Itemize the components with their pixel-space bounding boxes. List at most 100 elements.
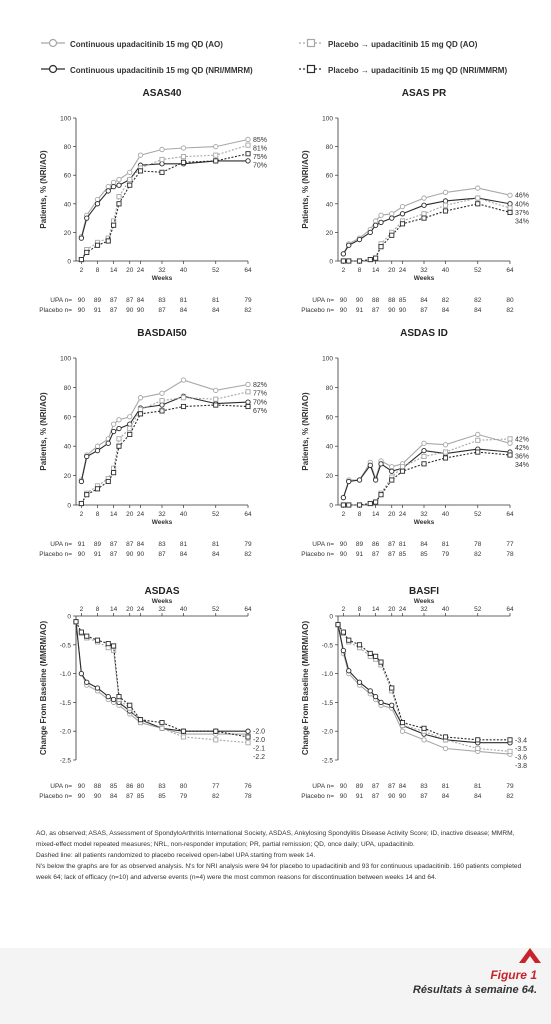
data-point xyxy=(507,436,513,442)
data-point xyxy=(137,411,144,417)
end-value-label: 82% xyxy=(253,382,267,389)
n-value: 91 xyxy=(78,541,86,548)
y-tick-label: -1.5 xyxy=(60,700,72,707)
x-tick-label: 32 xyxy=(420,267,428,274)
n-value: 87 xyxy=(158,307,166,314)
y-tick-label: 40 xyxy=(326,444,334,451)
data-point xyxy=(340,502,346,508)
data-point xyxy=(340,258,346,264)
end-value-label: 34% xyxy=(515,462,529,469)
n-value: 86 xyxy=(126,783,134,790)
data-point xyxy=(245,734,251,740)
n-value: 87 xyxy=(372,551,380,558)
data-point xyxy=(245,136,251,143)
chart-title: BASDAI50 xyxy=(137,328,187,339)
data-point xyxy=(159,156,165,163)
x-tick-label: 64 xyxy=(506,511,514,518)
y-tick-label: 40 xyxy=(64,444,72,451)
data-point xyxy=(137,168,144,174)
data-point xyxy=(111,222,117,228)
data-point xyxy=(245,740,251,746)
data-point xyxy=(389,211,395,217)
x-tick-label: 64 xyxy=(244,511,252,518)
n-row-label: UPA n= xyxy=(50,783,72,790)
y-tick-label: -0.5 xyxy=(60,642,72,649)
n-row-label: Placebo n= xyxy=(39,307,72,314)
data-point xyxy=(159,408,165,414)
circle-marker-icon xyxy=(41,64,65,74)
figure-title: Résultats à semaine 64. xyxy=(412,984,537,996)
x-tick-label: 14 xyxy=(110,606,118,613)
n-value: 87 xyxy=(110,307,118,314)
x-tick-label: 24 xyxy=(399,606,407,613)
x-tick-label: 24 xyxy=(137,606,145,613)
end-value-label: 34% xyxy=(515,218,529,225)
data-point xyxy=(105,188,111,194)
y-tick-label: 0 xyxy=(329,503,333,510)
data-point xyxy=(356,679,363,685)
n-value: 83 xyxy=(158,297,166,304)
data-point xyxy=(94,637,101,643)
data-point xyxy=(116,436,122,442)
n-value: 85 xyxy=(110,783,118,790)
data-point xyxy=(367,257,373,263)
data-point xyxy=(213,737,219,743)
data-point xyxy=(94,242,101,248)
end-value-label: -2.1 xyxy=(253,746,265,753)
data-point xyxy=(159,146,165,153)
series-line xyxy=(75,621,248,732)
y-axis-label: Patients, % (NRI/AO) xyxy=(39,392,48,471)
y-tick-label: 0 xyxy=(67,259,71,266)
n-value: 80 xyxy=(137,783,145,790)
legend-item-label: Placebo → upadacitinib 15 mg QD (AO) xyxy=(328,40,478,49)
data-point xyxy=(110,421,117,427)
n-value: 91 xyxy=(94,307,102,314)
series-line xyxy=(337,624,510,744)
data-point xyxy=(421,737,427,743)
data-point xyxy=(421,725,427,731)
data-point xyxy=(116,176,122,183)
n-value: 87 xyxy=(420,307,428,314)
n-row-label: Placebo n= xyxy=(301,551,334,558)
x-tick-label: 40 xyxy=(442,511,450,518)
x-tick-label: 40 xyxy=(180,606,188,613)
data-point xyxy=(78,478,85,485)
n-value: 82 xyxy=(474,551,482,558)
data-point xyxy=(421,215,427,221)
legend-item-label: Continuous upadacitinib 15 mg QD (NRI/MM… xyxy=(70,66,253,75)
data-point xyxy=(94,685,101,691)
n-value: 77 xyxy=(212,783,220,790)
data-point xyxy=(346,478,352,485)
end-value-label: 81% xyxy=(253,145,267,152)
y-tick-label: 80 xyxy=(326,144,334,151)
data-point xyxy=(442,198,449,204)
n-row-label: UPA n= xyxy=(312,541,334,548)
data-point xyxy=(389,702,395,708)
data-point xyxy=(475,431,481,438)
x-tick-label: 40 xyxy=(442,606,450,613)
y-tick-label: 60 xyxy=(326,173,334,180)
data-point xyxy=(245,728,251,734)
data-point xyxy=(78,670,85,677)
data-point xyxy=(245,403,251,410)
data-point xyxy=(84,492,90,498)
data-point xyxy=(356,642,363,648)
data-point xyxy=(84,249,90,255)
data-point xyxy=(389,468,395,474)
n-value: 88 xyxy=(94,783,102,790)
end-value-label: 42% xyxy=(515,436,529,443)
data-point xyxy=(507,748,513,754)
data-point xyxy=(94,447,101,454)
data-point xyxy=(507,452,513,458)
series-line xyxy=(75,621,248,735)
footnote-n-values: N's below the graphs are for as observed… xyxy=(36,863,522,881)
end-value-label: 42% xyxy=(515,445,529,452)
y-tick-label: 0 xyxy=(67,614,71,621)
n-value: 81 xyxy=(180,297,188,304)
n-value: 79 xyxy=(506,783,514,790)
data-point xyxy=(399,468,406,474)
data-point xyxy=(421,453,427,460)
data-point xyxy=(180,154,187,160)
